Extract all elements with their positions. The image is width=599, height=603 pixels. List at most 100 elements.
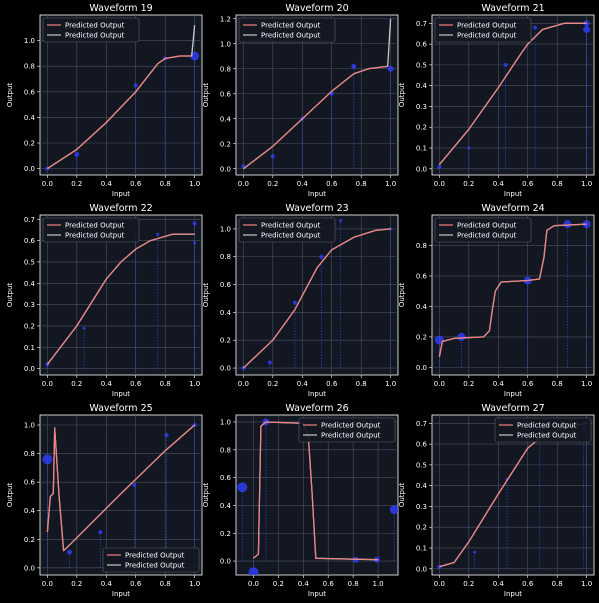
- data-point: [583, 26, 591, 34]
- y-tick-label: 0.8: [24, 450, 35, 458]
- series-line-salmon: [438, 223, 587, 357]
- series-line-salmon: [47, 55, 192, 170]
- chart-title: Waveform 26: [285, 403, 348, 414]
- x-tick-label: 0.6: [326, 380, 338, 388]
- x-axis-label: Input: [308, 590, 326, 598]
- legend-label: Predicted Output: [517, 422, 577, 430]
- chart-title: Waveform 23: [285, 203, 348, 214]
- x-tick-label: 0.8: [160, 380, 171, 388]
- y-tick-label: 1.0: [220, 418, 231, 426]
- x-tick-label: 0.8: [356, 180, 367, 188]
- x-axis-label: Input: [308, 190, 326, 198]
- legend-box: [298, 417, 396, 443]
- y-tick-label: 0.6: [416, 441, 428, 449]
- y-axis-label: Output: [398, 283, 406, 308]
- chart-panel: 0.0 0.2 0.4 0.6 0.8 1.0 0.0 0.2 0.4 0.6 0.8 1.0 1.2 W…: [202, 3, 399, 198]
- y-tick-label: 0.6: [24, 479, 36, 487]
- legend-box: [434, 217, 532, 243]
- chart-title: Waveform 27: [481, 403, 544, 414]
- y-tick-label: 0.2: [416, 333, 427, 341]
- data-point: [473, 550, 477, 554]
- x-tick-label: 0.6: [326, 180, 338, 188]
- x-tick-label: 0.0: [434, 580, 445, 588]
- data-point: [164, 433, 169, 437]
- y-tick-label: 0.4: [416, 82, 428, 90]
- y-tick-label: 0.0: [416, 565, 427, 573]
- data-point: [339, 219, 343, 223]
- x-tick-label: 0.0: [238, 180, 249, 188]
- legend-box: [42, 217, 140, 243]
- y-tick-label: 0.2: [24, 322, 35, 330]
- data-point: [437, 564, 442, 569]
- x-tick-label: 0.0: [42, 180, 53, 188]
- data-point: [270, 154, 275, 159]
- chart-title: Waveform 20: [285, 3, 348, 14]
- y-tick-label: 0.0: [416, 364, 427, 372]
- data-point: [503, 62, 508, 67]
- y-axis-label: Output: [6, 283, 14, 308]
- y-tick-label: 0.6: [416, 272, 428, 280]
- data-point: [267, 360, 272, 365]
- x-tick-label: 1.0: [581, 380, 592, 388]
- y-tick-label: 0.8: [220, 253, 231, 261]
- data-layer: [434, 220, 591, 368]
- y-tick-label: 0.3: [416, 503, 427, 511]
- y-axis-label: Output: [202, 83, 210, 108]
- data-point: [389, 227, 393, 231]
- y-tick-label: 0.2: [416, 124, 427, 132]
- x-tick-label: 1.0: [581, 580, 592, 588]
- data-point: [98, 530, 103, 535]
- chart-panel: 0.0 0.2 0.4 0.6 0.8 1.0 0.0 0.2 0.4 0.6 0.8 Wavefor…: [398, 203, 595, 398]
- y-tick-label: 0.1: [416, 544, 427, 552]
- data-point: [437, 164, 442, 169]
- y-tick-label: 1.2: [220, 15, 231, 23]
- x-tick-label: 0.4: [101, 580, 113, 588]
- y-tick-label: 0.4: [24, 507, 36, 515]
- x-tick-label: 0.8: [552, 180, 563, 188]
- chart-panel: 0.0 0.2 0.4 0.6 0.8 1.0 0.0 0.2 0.4 0.6 0.8 1.0 Wave…: [202, 403, 399, 598]
- x-tick-label: 0.4: [101, 380, 113, 388]
- x-tick-label: 0.0: [238, 380, 249, 388]
- data-layer: [42, 423, 197, 568]
- legend-label: Predicted Output: [65, 32, 125, 40]
- y-tick-label: 0.8: [24, 63, 35, 71]
- chart-panel: 0.0 0.2 0.4 0.6 0.8 1.0 0.0 0.1 0.2 0.3 0.4 0.5 0.6 0…: [6, 203, 203, 398]
- x-tick-label: 0.6: [522, 180, 534, 188]
- y-tick-label: 0.6: [24, 237, 36, 245]
- y-tick-label: 0.4: [220, 115, 232, 123]
- x-tick-label: 0.6: [323, 580, 335, 588]
- legend-label: Predicted Output: [125, 562, 185, 570]
- x-tick-label: 0.4: [101, 180, 113, 188]
- data-point: [389, 505, 398, 515]
- y-tick-label: 1.0: [220, 40, 231, 48]
- y-tick-label: 0.2: [220, 530, 231, 538]
- y-tick-label: 0.0: [416, 165, 427, 173]
- x-tick-label: 1.0: [372, 580, 383, 588]
- x-tick-label: 0.0: [248, 580, 259, 588]
- legend: Predicted Output Predicted Output: [494, 417, 592, 443]
- data-point: [133, 83, 138, 88]
- x-tick-label: 0.4: [297, 380, 309, 388]
- y-tick-label: 0.0: [24, 165, 35, 173]
- chart-panel: 0.0 0.2 0.4 0.6 0.8 1.0 0.0 0.1 0.2 0.3 0.4 0.5 0.6 0…: [398, 3, 595, 198]
- series-line-salmon: [243, 65, 388, 170]
- chart-panel: 0.0 0.2 0.4 0.6 0.8 1.0 0.0 0.1 0.2 0.3 0.4 0.5 0.6 0…: [398, 403, 595, 598]
- x-tick-label: 0.6: [130, 380, 142, 388]
- chart-title: Waveform 21: [481, 3, 544, 14]
- chart-panel: 0.0 0.2 0.4 0.6 0.8 1.0 0.0 0.2 0.4 0.6 0.8 1.0 Wave…: [6, 403, 203, 598]
- data-layer: [437, 20, 591, 169]
- legend-box: [42, 17, 140, 43]
- legend-label: Predicted Output: [65, 22, 125, 30]
- data-point: [292, 300, 297, 305]
- x-axis-label: Input: [504, 590, 522, 598]
- data-point: [582, 220, 591, 229]
- legend-box: [434, 17, 532, 43]
- y-tick-label: 0.0: [24, 365, 35, 373]
- x-tick-label: 0.8: [552, 580, 563, 588]
- y-tick-label: 1.0: [24, 422, 35, 430]
- data-layer: [45, 221, 197, 369]
- y-tick-label: 0.4: [220, 309, 232, 317]
- y-tick-label: 0.6: [220, 281, 232, 289]
- y-tick-label: 0.2: [220, 337, 231, 345]
- x-tick-label: 0.2: [71, 180, 82, 188]
